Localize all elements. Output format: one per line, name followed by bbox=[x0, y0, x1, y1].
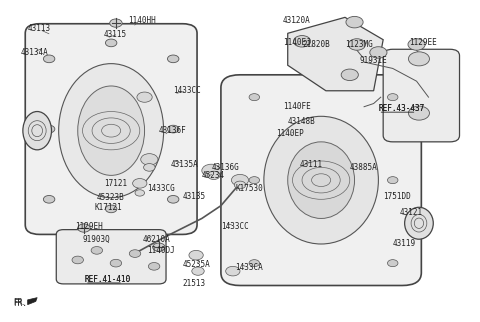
Text: 1129EH: 1129EH bbox=[75, 222, 103, 231]
Circle shape bbox=[132, 179, 147, 188]
Circle shape bbox=[231, 175, 249, 186]
Text: REF.41-410: REF.41-410 bbox=[85, 275, 131, 284]
Text: 43111: 43111 bbox=[300, 160, 323, 169]
Text: 91931E: 91931E bbox=[360, 56, 387, 65]
Text: 1140EP: 1140EP bbox=[276, 129, 303, 138]
Circle shape bbox=[110, 259, 121, 267]
Circle shape bbox=[168, 125, 179, 133]
Circle shape bbox=[168, 55, 179, 63]
Text: 46210A: 46210A bbox=[142, 235, 170, 244]
Text: 43120A: 43120A bbox=[283, 16, 311, 25]
Circle shape bbox=[387, 260, 398, 267]
Circle shape bbox=[106, 205, 117, 213]
Circle shape bbox=[153, 243, 165, 251]
Circle shape bbox=[148, 262, 160, 270]
FancyBboxPatch shape bbox=[383, 49, 459, 142]
Text: 1123MG: 1123MG bbox=[345, 40, 373, 49]
Text: 43113: 43113 bbox=[28, 24, 51, 33]
Circle shape bbox=[129, 250, 141, 257]
Text: 45323B: 45323B bbox=[97, 193, 125, 202]
Text: K17121: K17121 bbox=[95, 203, 122, 212]
Circle shape bbox=[141, 154, 158, 165]
Circle shape bbox=[189, 251, 203, 260]
Circle shape bbox=[348, 39, 365, 50]
Circle shape bbox=[387, 177, 398, 184]
Ellipse shape bbox=[264, 116, 378, 244]
Circle shape bbox=[249, 94, 260, 101]
Circle shape bbox=[110, 19, 122, 27]
Circle shape bbox=[370, 47, 387, 58]
Text: 45235A: 45235A bbox=[183, 260, 211, 269]
Circle shape bbox=[192, 267, 204, 275]
Text: 1140FE: 1140FE bbox=[283, 102, 311, 111]
Text: REF.43-437: REF.43-437 bbox=[378, 104, 425, 113]
Ellipse shape bbox=[78, 86, 144, 175]
Circle shape bbox=[226, 266, 240, 276]
Ellipse shape bbox=[405, 207, 433, 239]
Text: 1751DD: 1751DD bbox=[383, 192, 411, 201]
Ellipse shape bbox=[288, 142, 355, 218]
Text: FR.: FR. bbox=[13, 298, 25, 307]
Polygon shape bbox=[28, 298, 37, 305]
FancyBboxPatch shape bbox=[56, 230, 166, 284]
Text: 43115: 43115 bbox=[104, 30, 127, 39]
Text: REF.43-437: REF.43-437 bbox=[378, 104, 425, 113]
Text: 1140HH: 1140HH bbox=[128, 16, 156, 25]
Circle shape bbox=[293, 35, 311, 47]
Ellipse shape bbox=[23, 111, 51, 150]
FancyBboxPatch shape bbox=[25, 24, 197, 234]
Circle shape bbox=[72, 256, 84, 264]
Text: 1140EJ: 1140EJ bbox=[283, 38, 311, 47]
Circle shape bbox=[43, 125, 55, 133]
Circle shape bbox=[249, 177, 260, 184]
Text: 43136F: 43136F bbox=[159, 126, 187, 135]
Text: 21513: 21513 bbox=[183, 279, 206, 289]
Circle shape bbox=[144, 164, 155, 171]
Text: 1140DJ: 1140DJ bbox=[147, 246, 175, 255]
Circle shape bbox=[408, 52, 430, 66]
Circle shape bbox=[78, 224, 90, 232]
Circle shape bbox=[43, 55, 55, 63]
Text: K17530: K17530 bbox=[235, 184, 263, 193]
Text: REF.41-410: REF.41-410 bbox=[85, 275, 131, 284]
Text: 43135: 43135 bbox=[183, 192, 206, 201]
Circle shape bbox=[249, 260, 260, 267]
Circle shape bbox=[346, 16, 363, 28]
Circle shape bbox=[341, 69, 359, 80]
Circle shape bbox=[408, 106, 430, 120]
Text: FR.: FR. bbox=[13, 298, 27, 308]
Circle shape bbox=[43, 195, 55, 203]
Text: 45234: 45234 bbox=[202, 171, 225, 180]
Text: 91903Q: 91903Q bbox=[83, 235, 110, 244]
Circle shape bbox=[91, 247, 103, 254]
Text: 43121: 43121 bbox=[400, 208, 423, 217]
Circle shape bbox=[234, 181, 246, 189]
Text: 43134A: 43134A bbox=[21, 48, 48, 57]
Text: 1433CG: 1433CG bbox=[147, 184, 175, 193]
Polygon shape bbox=[288, 17, 383, 91]
Ellipse shape bbox=[59, 64, 164, 198]
Circle shape bbox=[168, 195, 179, 203]
Circle shape bbox=[137, 92, 152, 102]
Text: 43885A: 43885A bbox=[350, 163, 377, 172]
Circle shape bbox=[202, 164, 221, 177]
Circle shape bbox=[207, 171, 220, 179]
Text: 1433CA: 1433CA bbox=[235, 263, 263, 272]
Text: 17121: 17121 bbox=[104, 179, 127, 188]
Circle shape bbox=[387, 94, 398, 101]
Text: 1433CC: 1433CC bbox=[221, 222, 249, 231]
Text: 43136G: 43136G bbox=[211, 163, 239, 172]
Circle shape bbox=[135, 190, 144, 196]
FancyBboxPatch shape bbox=[221, 75, 421, 286]
Text: 21820B: 21820B bbox=[302, 40, 330, 49]
Circle shape bbox=[106, 39, 117, 47]
Circle shape bbox=[408, 39, 425, 50]
Text: 43135A: 43135A bbox=[171, 160, 199, 169]
Text: 1433CC: 1433CC bbox=[173, 86, 201, 95]
Text: 43148B: 43148B bbox=[288, 117, 315, 126]
Text: 43119: 43119 bbox=[393, 240, 416, 249]
Text: 1129EE: 1129EE bbox=[409, 38, 437, 47]
